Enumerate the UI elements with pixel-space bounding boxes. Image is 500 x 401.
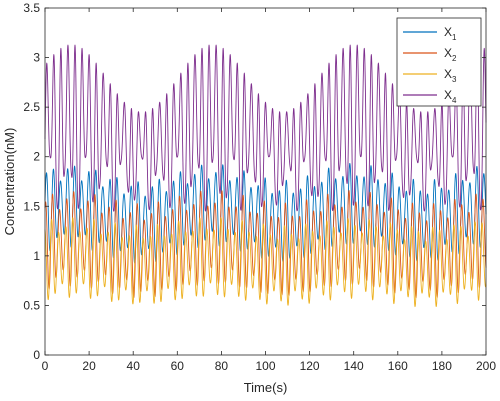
legend-label-x1: X1 [444,25,457,42]
legend-label-x4: X4 [444,88,457,105]
x-tick-label: 200 [476,359,496,373]
legend-label-base: X [444,25,452,39]
series-line-x4 [44,44,487,212]
series-line-x1 [44,163,487,264]
y-tick-label: 3 [33,51,40,65]
x-tick-label: 140 [344,359,364,373]
legend-label-x2: X2 [444,46,457,63]
legend-label-base: X [444,67,452,81]
legend-label-subscript: 2 [452,54,457,63]
y-tick-label: 2.5 [23,100,40,114]
series-layer [44,44,487,308]
y-tick-label: 0 [33,348,40,362]
y-tick-label: 3.5 [23,1,40,15]
x-tick-label: 100 [255,359,275,373]
legend-label-subscript: 3 [452,75,457,84]
y-tick-label: 1 [33,249,40,263]
x-tick-label: 40 [127,359,141,373]
x-tick-label: 180 [432,359,452,373]
legend-label-base: X [444,46,452,60]
legend-label-x3: X3 [444,67,457,84]
series-line-x3 [44,217,487,308]
y-tick-label: 1.5 [23,199,40,213]
ticks-layer: 0 20 40 60 80 100 120 140 160 180 200 0 0.5 1 1.5 2 2.5 3… [23,1,496,373]
y-tick-label: 2 [33,150,40,164]
x-tick-label: 160 [388,359,408,373]
y-axis-title: Concentration(nM) [2,128,17,236]
legend-label-subscript: 4 [452,96,457,105]
x-tick-label: 0 [42,359,49,373]
y-tick-label: 0.5 [23,298,40,312]
legend-label-subscript: 1 [452,33,457,42]
x-tick-label: 20 [82,359,96,373]
x-tick-label: 120 [300,359,320,373]
legend-label-base: X [444,88,452,102]
series-line-x2 [44,190,487,299]
legend-box [396,17,482,107]
x-tick-label: 80 [215,359,229,373]
x-tick-label: 60 [171,359,185,373]
x-axis-title: Time(s) [244,380,288,395]
